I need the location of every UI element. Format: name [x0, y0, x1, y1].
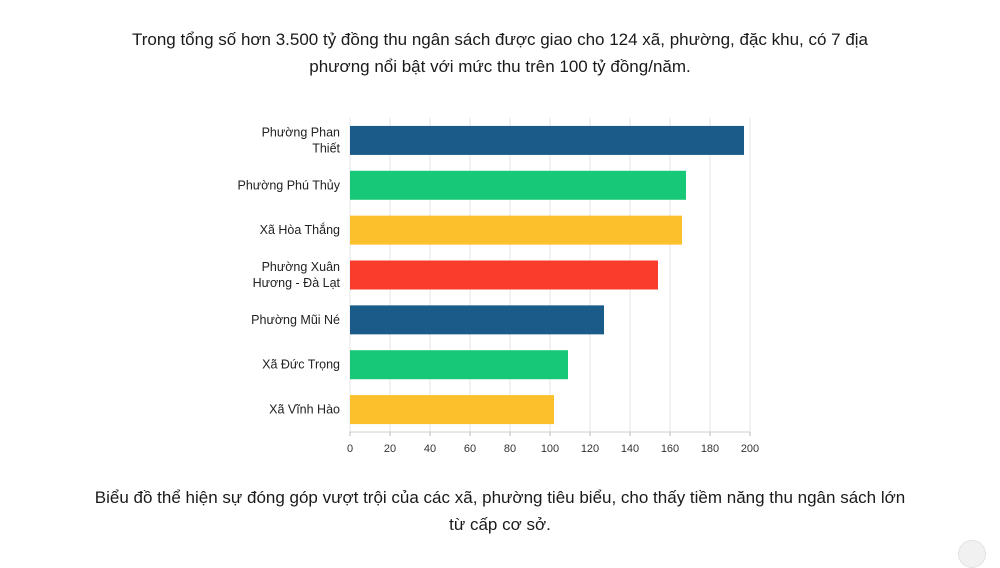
- x-tick-label: 60: [464, 443, 476, 455]
- x-tick-label: 160: [661, 443, 679, 455]
- x-tick-label: 40: [424, 443, 436, 455]
- category-label-line: Xã Vĩnh Hào: [269, 403, 340, 417]
- category-label: Phường Phan Thiết: [262, 125, 341, 155]
- category-label-line: Thiết: [312, 141, 340, 155]
- category-label: Xã Hòa Thắng: [260, 222, 340, 237]
- chart-caption: Biểu đồ thể hiện sự đóng góp vượt trội c…: [94, 488, 906, 534]
- bar: [350, 305, 604, 335]
- bar: [350, 260, 658, 290]
- bar: [350, 215, 682, 245]
- category-label-line: Phường Phú Thủy: [237, 178, 340, 192]
- category-label-line: Phường Phan: [262, 125, 340, 139]
- chart-title: Trong tổng số hơn 3.500 tỷ đồng thu ngân…: [131, 30, 869, 76]
- bar: [350, 395, 554, 425]
- x-tick-label: 100: [541, 443, 559, 455]
- bar: [350, 125, 744, 155]
- x-tick-label: 120: [581, 443, 599, 455]
- x-tick-label: 140: [621, 443, 639, 455]
- category-label: Xã Đức Trọng: [262, 358, 340, 372]
- category-label-line: Xã Đức Trọng: [262, 358, 340, 372]
- category-label-line: Hương - Đà Lạt: [253, 276, 341, 290]
- x-tick-label: 0: [347, 443, 353, 455]
- x-tick-label: 20: [384, 443, 396, 455]
- bar: [350, 170, 686, 200]
- category-label-line: Phường Mũi Né: [251, 313, 340, 327]
- x-tick-label: 200: [741, 443, 759, 455]
- category-label-line: Xã Hòa Thắng: [260, 222, 340, 237]
- scroll-button[interactable]: [958, 540, 986, 568]
- category-label: Phường Xuân Hương - Đà Lạt: [253, 260, 341, 290]
- category-label: Phường Phú Thủy: [237, 178, 340, 192]
- category-label: Xã Vĩnh Hào: [269, 403, 340, 417]
- bar: [350, 350, 568, 380]
- x-tick-label: 180: [701, 443, 719, 455]
- x-tick-label: 80: [504, 443, 516, 455]
- category-label: Phường Mũi Né: [251, 313, 340, 327]
- category-label-line: Phường Xuân: [262, 260, 340, 274]
